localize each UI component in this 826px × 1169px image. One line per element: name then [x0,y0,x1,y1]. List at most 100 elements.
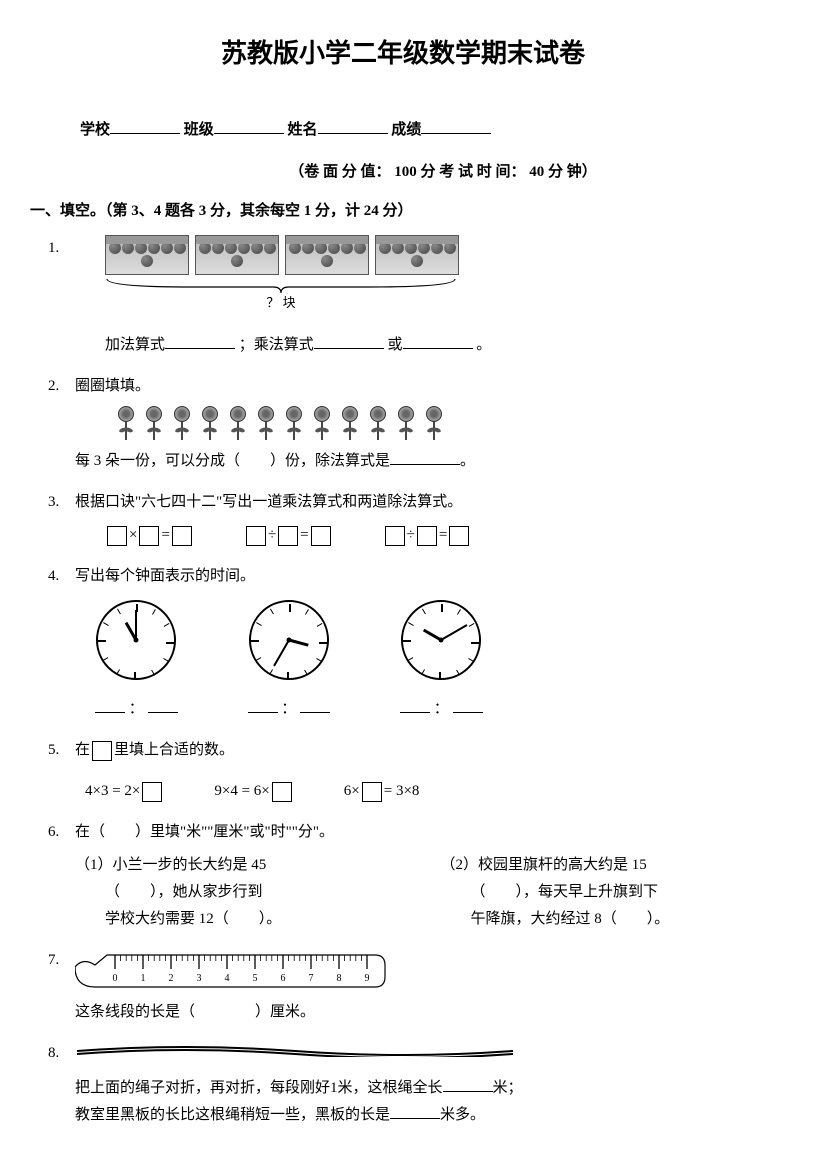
q6-num: 6. [48,819,59,846]
exam-meta: （卷 面 分 值： 100 分 考 试 时 间： 40 分 钟） [30,159,776,186]
fruit-boxes [105,235,776,275]
box[interactable] [139,526,159,546]
flower-icon [115,406,137,440]
box-icon [92,741,112,761]
section1-head: 一、填空。（第 3、4 题各 3 分，其余每空 1 分，计 24 分） [30,198,776,225]
q1-num: 1. [48,235,59,262]
q5-e3: 6×= 3×8 [344,778,420,805]
blank[interactable] [390,1104,440,1119]
label-name: 姓名 [288,122,318,138]
flower-icon [199,406,221,440]
flower-icon [283,406,305,440]
box[interactable] [272,782,292,802]
q5-e1: 4×3 = 2× [85,778,164,805]
fruit-box [285,235,369,275]
flower-icon [227,406,249,440]
q5-e2: 9×4 = 6× [214,778,293,805]
box[interactable] [246,526,266,546]
blank[interactable] [403,334,473,349]
svg-text:7: 7 [309,973,314,984]
q4-head: 写出每个钟面表示的时间。 [75,563,776,590]
svg-text:2: 2 [169,973,174,984]
q1-end: 。 [476,337,491,353]
fruit-box [105,235,189,275]
svg-text:1: 1 [141,973,146,984]
blank[interactable] [165,334,235,349]
q3-num: 3. [48,489,59,516]
blank[interactable] [400,698,430,713]
blank[interactable] [390,450,460,465]
q5-head: 在 [75,742,90,758]
q2-end: 。 [460,453,475,469]
clock-1 [96,600,176,680]
label-school: 学校 [80,122,110,138]
flower-icon [143,406,165,440]
question-1: 1. ？ 块 加法算式 ；乘法算式 或 。 [30,235,776,359]
q8-l2a: 教室里黑板的长比这根绳稍短一些，黑板的长是 [75,1107,390,1123]
box[interactable] [449,526,469,546]
blank[interactable] [453,698,483,713]
flower-icon [311,406,333,440]
box[interactable] [142,782,162,802]
eq3: ÷= [383,522,472,549]
box[interactable] [417,526,437,546]
blank[interactable] [148,698,178,713]
label-class: 班级 [184,122,214,138]
label-score: 成绩 [391,122,421,138]
q6-2c: 午降旗，大约经过 8（ ）。 [441,906,777,933]
q8-l1b: 米； [493,1080,523,1096]
question-4: 4. 写出每个钟面表示的时间。 ： ： ： [30,563,776,723]
q6-head: 在（ ）里填"米""厘米"或"时""分"。 [75,819,776,846]
question-3: 3. 根据口诀"六七四十二"写出一道乘法算式和两道除法算式。 ×= ÷= ÷= [30,489,776,549]
flowers-row [115,406,776,440]
blank-score[interactable] [421,119,491,134]
flower-icon [423,406,445,440]
q4-num: 4. [48,563,59,590]
q6-2a: （2）校园里旗杆的高大约是 15 [441,852,777,879]
q1-bracket-label: ？ 块 [105,291,457,314]
blank-school[interactable] [110,119,180,134]
flower-icon [367,406,389,440]
q2-head: 圈圈填填。 [75,378,150,394]
blank[interactable] [314,334,384,349]
q5-num: 5. [48,737,59,764]
blank[interactable] [300,698,330,713]
blank[interactable] [95,698,125,713]
question-8: 8. 把上面的绳子对折，再对折，每段刚好1米，这根绳全长米； 教室里黑板的长比这… [30,1040,776,1129]
q6-1b: （ ），她从家步行到 [75,879,411,906]
svg-text:3: 3 [197,973,202,984]
clocks-row: ： ： ： [95,600,776,723]
blank-name[interactable] [318,119,388,134]
box[interactable] [362,782,382,802]
question-6: 6. 在（ ）里填"米""厘米"或"时""分"。 （1）小兰一步的长大约是 45… [30,819,776,933]
box[interactable] [107,526,127,546]
question-5: 5. 在 里填上合适的数。 4×3 = 2× 9×4 = 6× 6×= 3×8 [30,737,776,805]
rope-icon [75,1045,515,1057]
q1-text3: 或 [388,337,403,353]
box[interactable] [311,526,331,546]
q6-1a: （1）小兰一步的长大约是 45 [75,852,411,879]
q7-line: 这条线段的长是（ ）厘米。 [75,999,776,1026]
q8-l2b: 米多。 [440,1107,485,1123]
blank[interactable] [248,698,278,713]
q3-head: 根据口诀"六七四十二"写出一道乘法算式和两道除法算式。 [75,489,776,516]
q2-num: 2. [48,373,59,400]
fruit-box [375,235,459,275]
box[interactable] [278,526,298,546]
svg-text:4: 4 [225,973,230,984]
svg-text:6: 6 [281,973,286,984]
q8-l1a: 把上面的绳子对折，再对折，每段刚好1米，这根绳全长 [75,1080,443,1096]
info-line: 学校 班级 姓名 成绩 [30,117,776,144]
q5-head2: 里填上合适的数。 [114,742,234,758]
box[interactable] [172,526,192,546]
q1-text1: 加法算式 [105,337,165,353]
eq2: ÷= [244,522,333,549]
blank[interactable] [443,1077,493,1092]
q6-1c: 学校大约需要 12（ ）。 [75,906,411,933]
blank-class[interactable] [214,119,284,134]
box[interactable] [385,526,405,546]
svg-text:0: 0 [113,973,118,984]
eq1: ×= [105,522,194,549]
svg-text:8: 8 [337,973,342,984]
question-2: 2. 圈圈填填。 每 3 朵一份，可以分成（ ）份，除法算式是。 [30,373,776,475]
